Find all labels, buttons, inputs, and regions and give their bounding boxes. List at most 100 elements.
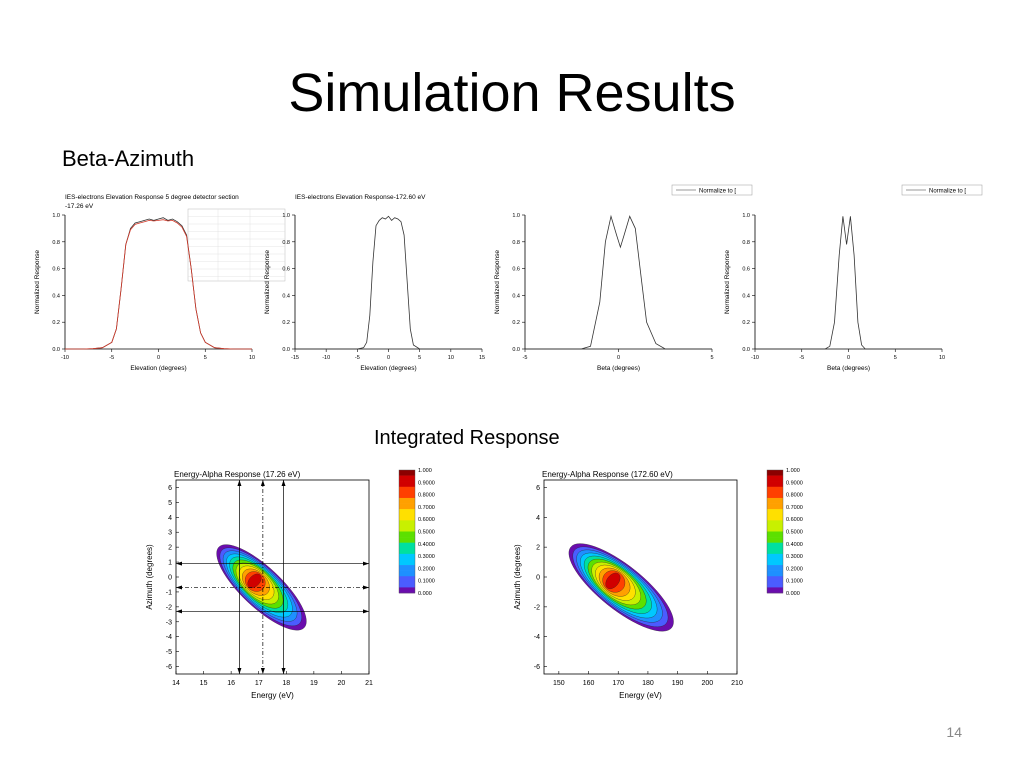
guide-arrow <box>260 480 265 486</box>
y-tick-label: 0 <box>536 575 540 582</box>
colorbar-label: 1.000 <box>786 468 800 474</box>
y-tick-label: 1.0 <box>512 213 520 219</box>
colorbar-label: 0.7000 <box>418 505 435 511</box>
x-tick-label: 5 <box>894 355 897 361</box>
x-tick-label: 5 <box>418 355 421 361</box>
x-tick-label: 14 <box>172 680 180 687</box>
y-tick-label: 0.6 <box>512 267 520 273</box>
x-tick-label: 18 <box>282 680 290 687</box>
x-tick-label: -10 <box>322 355 330 361</box>
legend-label: Normalize to [ <box>699 189 736 195</box>
x-tick-label: 5 <box>710 355 713 361</box>
colorbar-segment <box>399 581 415 588</box>
colorbar-label: 0.5000 <box>786 530 803 536</box>
y-tick-label: 0.4 <box>512 293 520 299</box>
x-tick-label: 210 <box>731 680 743 687</box>
colorbar-label: 0.9000 <box>418 480 435 486</box>
chart-title: IES-electrons Elevation Response 5 degre… <box>65 194 239 201</box>
colorbar-label: 0.5000 <box>418 530 435 536</box>
guide-arrow <box>363 585 369 590</box>
y-tick-label: 5 <box>168 500 172 507</box>
y-tick-label: 0.4 <box>742 293 750 299</box>
x-tick-label: -10 <box>751 355 759 361</box>
energy-alpha-chart-17eV: -6 -5 -4 -3 -2 -1 0 1 2 3 4 5 6 14 15 16 17 18 19 20 21 Energ… <box>145 468 435 700</box>
x-tick-label: 150 <box>553 680 565 687</box>
y-axis-label: Normalized Response <box>264 250 271 314</box>
colorbar-segment <box>399 548 415 555</box>
y-tick-label: 1.0 <box>52 213 60 219</box>
y-tick-label: -1 <box>166 589 172 596</box>
y-tick-label: 0.8 <box>52 240 60 246</box>
y-axis-label: Normalized Response <box>724 250 731 314</box>
y-tick-label: 0.2 <box>52 320 60 326</box>
y-tick-label: 4 <box>536 515 540 522</box>
colorbar-segment <box>399 525 415 532</box>
y-tick-label: -4 <box>166 634 172 641</box>
colorbar-frame <box>766 469 784 594</box>
y-tick-label: 0.6 <box>52 267 60 273</box>
colorbar-segment <box>767 481 783 488</box>
x-tick-label: 170 <box>612 680 624 687</box>
y-axis-label: Azimuth (degrees) <box>145 544 154 610</box>
y-tick-label: 2 <box>168 545 172 552</box>
x-tick-label: 0 <box>157 355 160 361</box>
x-tick-label: 16 <box>227 680 235 687</box>
x-tick-label: 21 <box>365 680 373 687</box>
x-tick-label: -5 <box>523 355 528 361</box>
colorbar-segment <box>399 486 415 493</box>
x-axis-label: Beta (degrees) <box>597 365 640 372</box>
y-tick-label: -5 <box>166 649 172 656</box>
contour-level <box>247 573 262 589</box>
colorbar-segment <box>399 514 415 521</box>
chart-title: Energy-Alpha Response (17.26 eV) <box>174 470 301 479</box>
energy-alpha-chart-172eV: -6 -4 -2 0 2 4 6 150 160 170 180 190 200 210 Energy (e… <box>513 468 803 700</box>
colorbar-segment <box>767 581 783 588</box>
elevation-chart-17eV: 0.0 0.2 0.4 0.6 0.8 1.0 -10 -5 0 5 10 Elevation (de… <box>34 194 286 372</box>
x-tick-label: 190 <box>672 680 684 687</box>
colorbar-label: 0.7000 <box>786 505 803 511</box>
chart-title: Energy-Alpha Response (172.60 eV) <box>542 470 673 479</box>
colorbar-label: 0.000 <box>418 591 432 597</box>
colorbar-segment <box>399 503 415 510</box>
x-tick-label: -15 <box>291 355 299 361</box>
x-axis-label: Energy (eV) <box>619 691 662 700</box>
colorbar-segment <box>399 570 415 577</box>
colorbar-segment <box>399 481 415 488</box>
beta-chart-2: 0.0 0.2 0.4 0.6 0.8 1.0 -10 -5 0 5 10 Beta (degrees… <box>724 184 983 372</box>
legend-label: Normalize to [ <box>929 189 966 195</box>
x-tick-label: -5 <box>355 355 360 361</box>
colorbar-segment <box>767 537 783 543</box>
colorbar-segment <box>767 514 783 521</box>
x-tick-label: 10 <box>939 355 945 361</box>
colorbar-segment <box>767 520 783 527</box>
y-axis-label: Normalized Response <box>34 250 41 314</box>
x-tick-label: 10 <box>448 355 454 361</box>
colorbar-segment <box>767 475 783 482</box>
x-tick-label: 0 <box>847 355 850 361</box>
page-number: 14 <box>946 724 962 740</box>
guide-arrow <box>237 480 242 486</box>
y-tick-label: 0.8 <box>512 240 520 246</box>
colorbar-segment <box>767 587 783 594</box>
x-tick-label: -5 <box>799 355 804 361</box>
colorbar-segment <box>767 576 783 583</box>
series-line <box>295 215 482 350</box>
guide-arrow <box>281 480 286 486</box>
y-tick-label: 3 <box>168 530 172 537</box>
colorbar-segment <box>767 470 783 476</box>
colorbar-segment <box>767 559 783 566</box>
colorbar-segment <box>767 503 783 510</box>
colorbar-segment <box>399 576 415 583</box>
legend-box <box>671 184 753 196</box>
x-axis-label: Beta (degrees) <box>827 365 870 372</box>
guide-arrow <box>176 609 182 614</box>
colorbar-segment <box>399 553 415 560</box>
series-line <box>65 219 252 350</box>
colorbar-segment <box>399 531 415 538</box>
y-tick-label: 0.8 <box>282 240 290 246</box>
y-tick-label: 6 <box>168 485 172 492</box>
elevation-chart-172eV: 0.0 0.2 0.4 0.6 0.8 1.0 -15 -10 -5 0 5 10 15 Elevatio… <box>264 194 485 372</box>
series-line <box>755 216 942 350</box>
colorbar-segment <box>767 565 783 571</box>
y-tick-label: 1.0 <box>282 213 290 219</box>
